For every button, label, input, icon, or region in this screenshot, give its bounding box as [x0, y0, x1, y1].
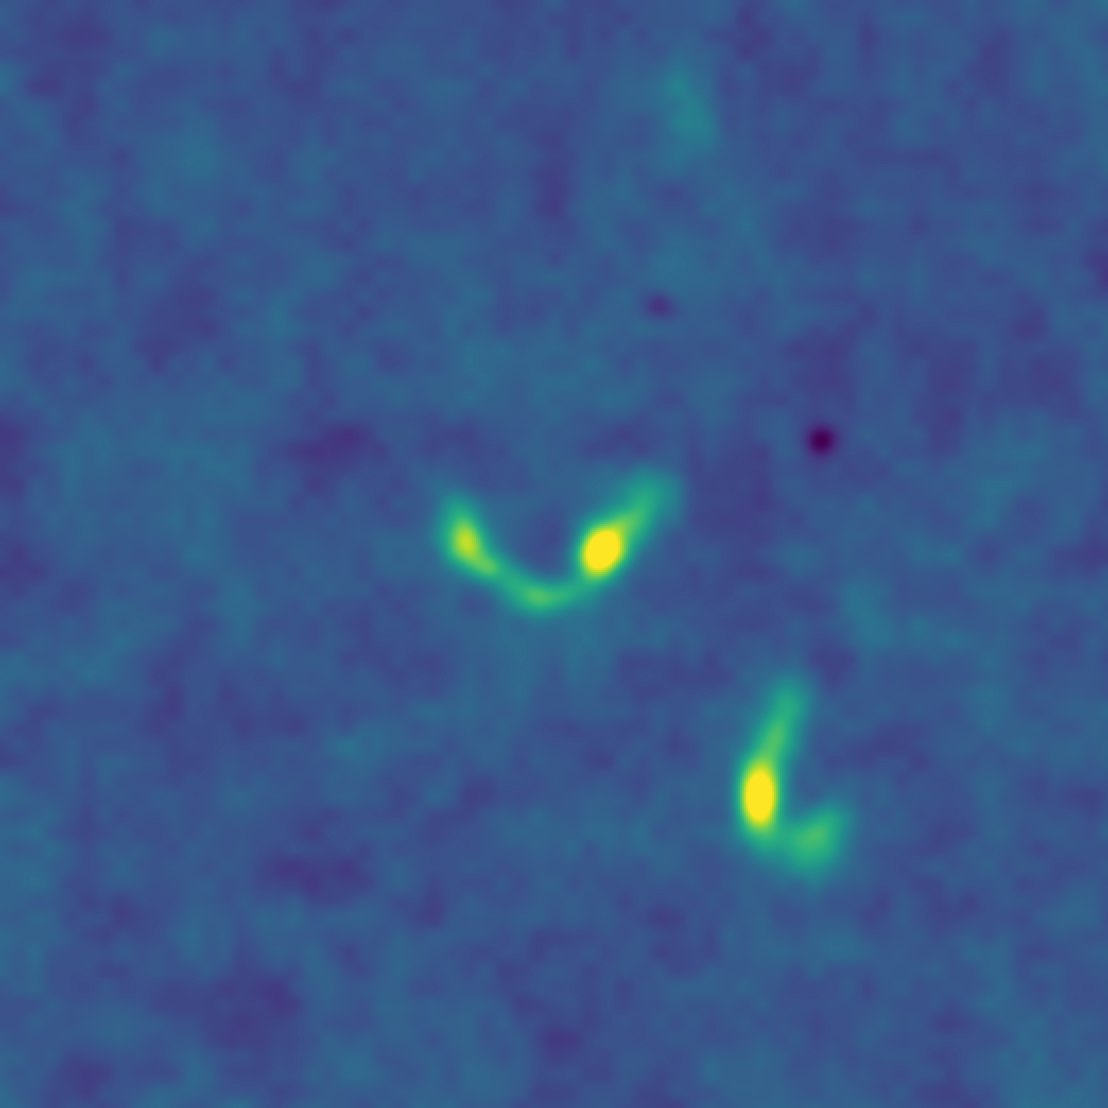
heatmap-image — [0, 0, 1108, 1108]
image-viewport — [0, 0, 1108, 1108]
